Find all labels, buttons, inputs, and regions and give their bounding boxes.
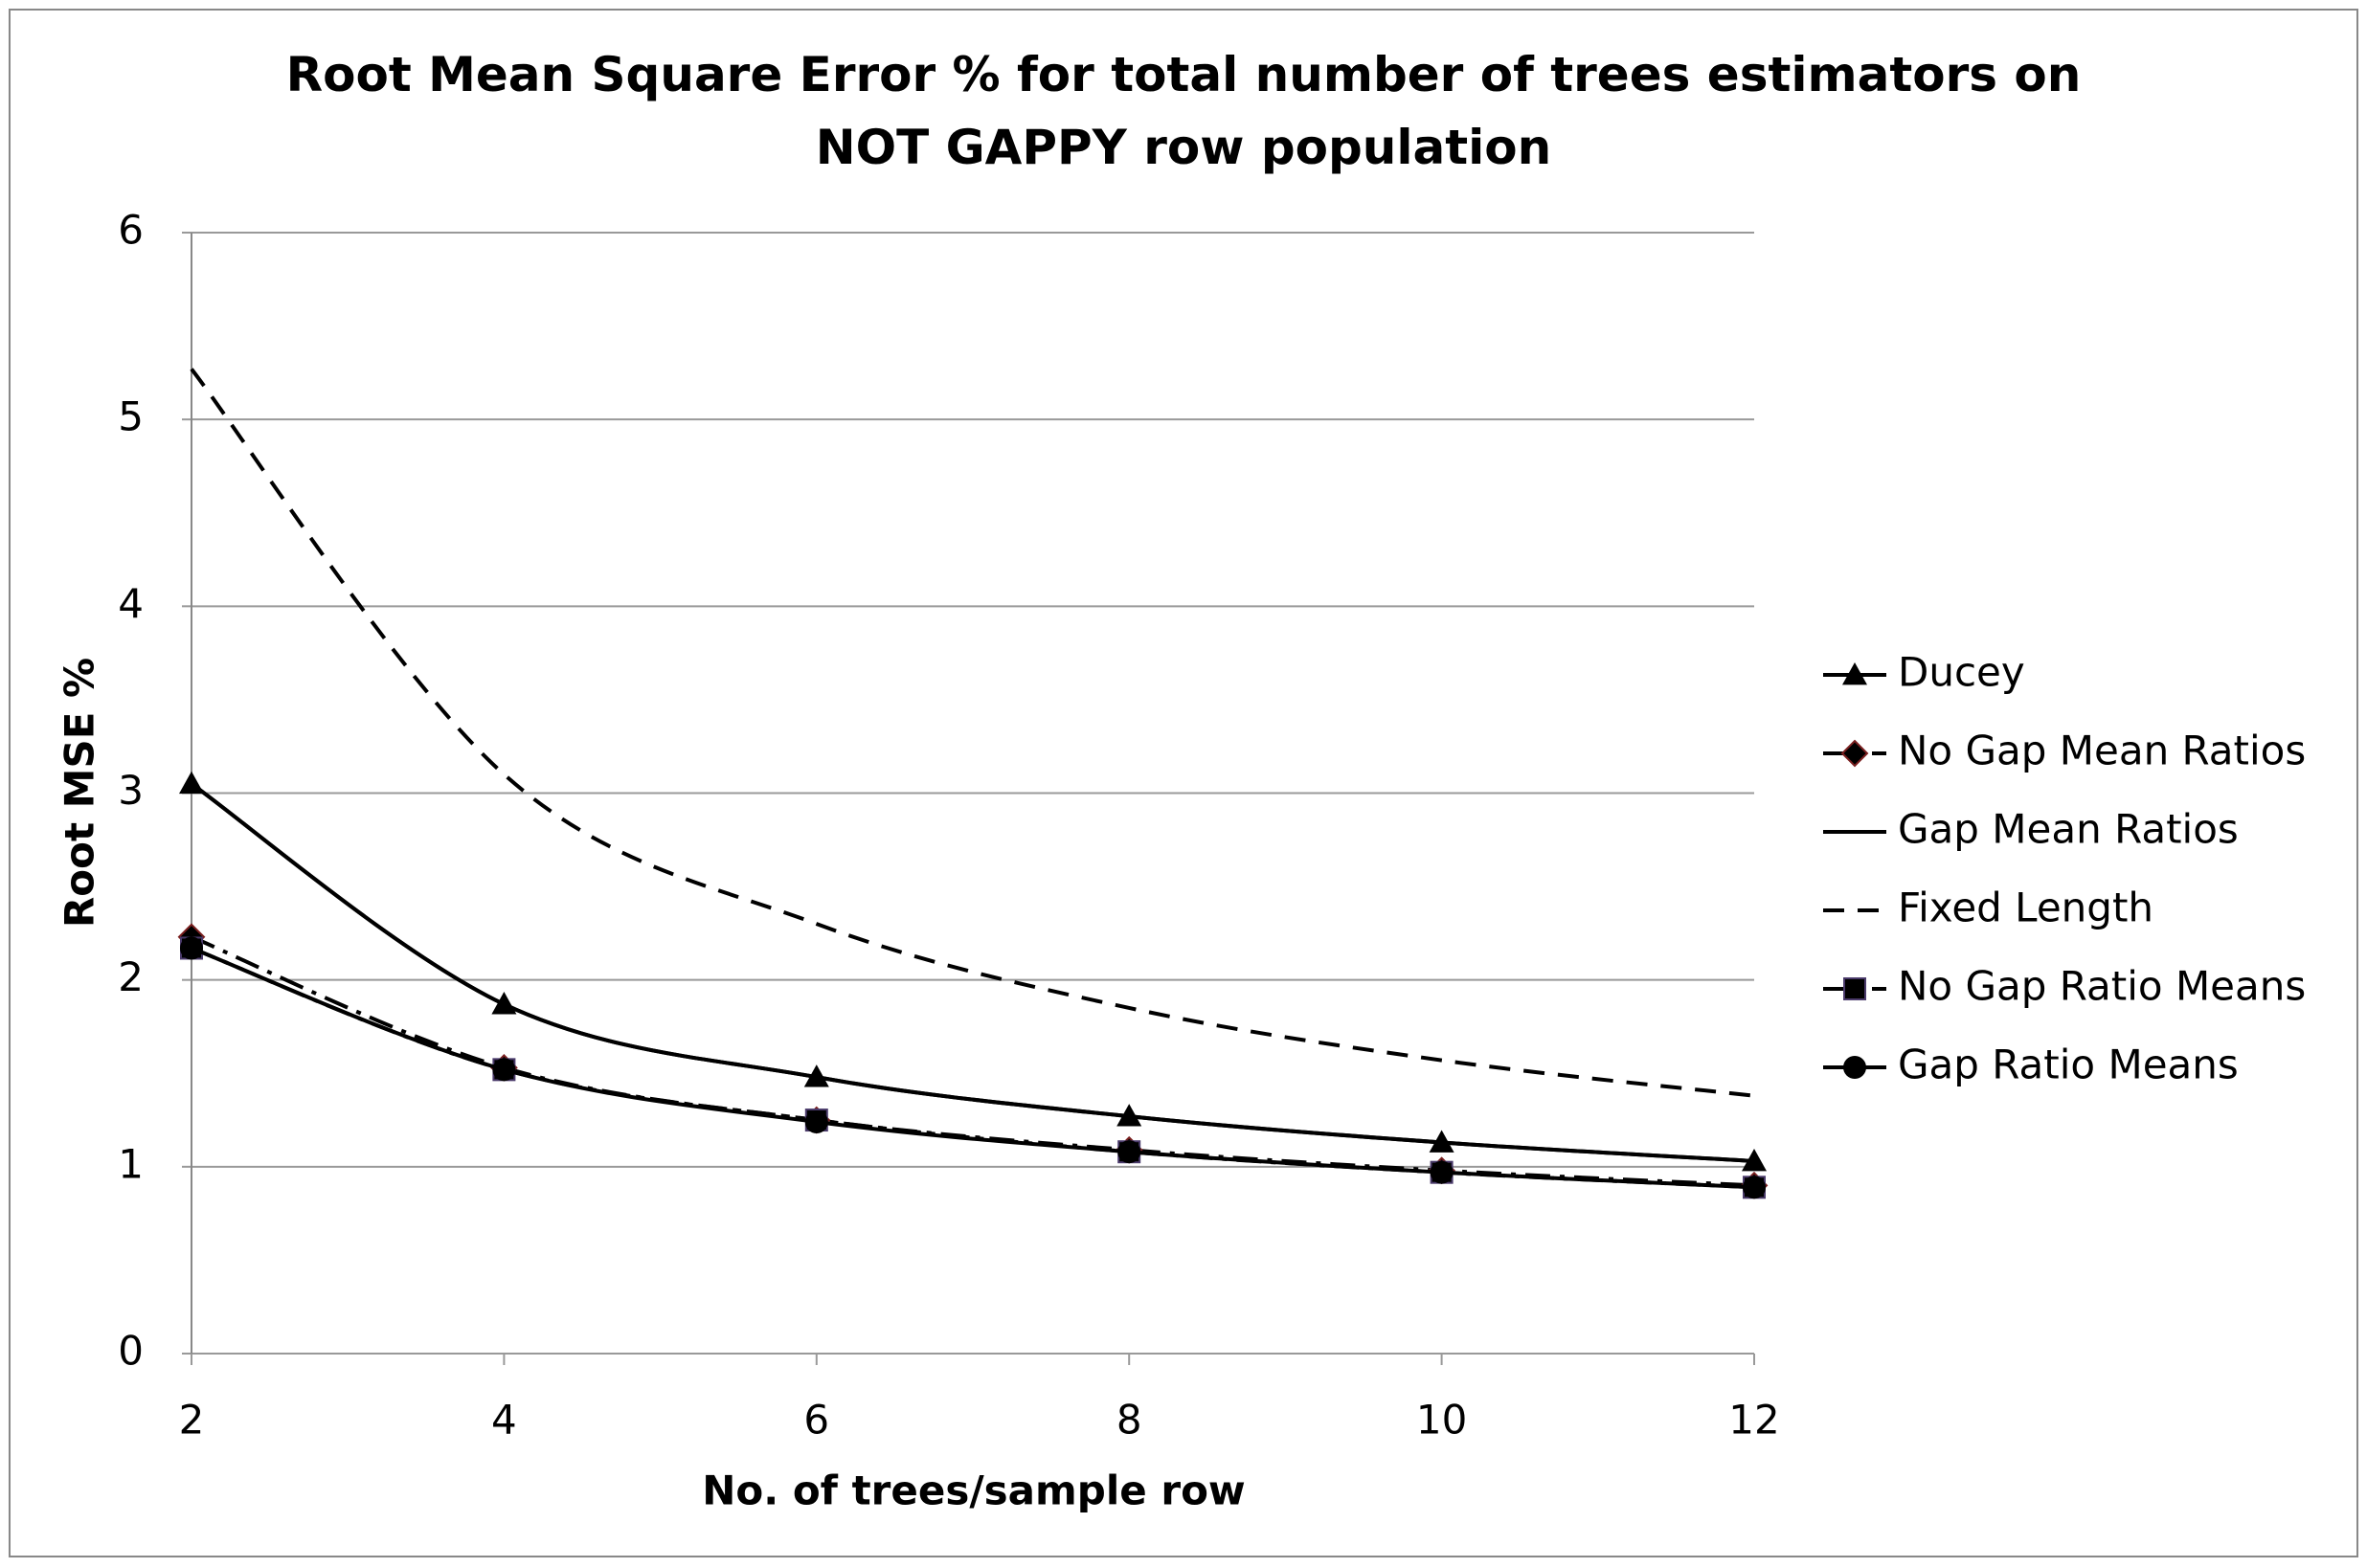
legend-label: No Gap Ratio Means [1898,963,2306,1010]
x-tick-label: 4 [491,1397,517,1444]
series-line [190,782,1755,1163]
data-point [492,1058,516,1082]
y-tick-label: 4 [118,580,144,627]
legend-marker [1843,977,1866,1000]
legend-label: Ducey [1898,649,2025,696]
data-point [804,1109,828,1133]
y-tick-label: 5 [118,393,144,440]
chart-border [9,9,2358,1557]
legend-label: Gap Ratio Means [1898,1042,2239,1088]
legend-label: Gap Mean Ratios [1898,806,2239,853]
y-tick-label: 0 [118,1328,144,1375]
legend-label: No Gap Mean Ratios [1898,728,2306,774]
series-line [191,946,1755,1190]
x-tick-label: 6 [803,1397,829,1444]
data-point [1743,1176,1766,1199]
x-tick-label: 2 [179,1397,205,1444]
y-tick-label: 3 [118,767,144,814]
y-tick-label: 1 [118,1140,144,1187]
legend-marker [1840,739,1869,768]
chart-title: Root Mean Square Error % for total numbe… [285,47,2082,175]
x-tick-label: 8 [1116,1397,1142,1444]
data-point [1117,1140,1141,1164]
series-line [190,368,1755,1098]
series-line [190,782,1755,1163]
x-axis-label: No. of trees/sample row [702,1467,1245,1514]
y-tick-label: 6 [118,207,144,254]
series-line [191,946,1755,1190]
x-tick-label: 12 [1728,1397,1779,1444]
legend-marker [1843,1056,1866,1079]
y-axis-label: Root MSE % [56,658,103,928]
x-tick-label: 10 [1416,1397,1467,1444]
data-point [1430,1160,1454,1184]
data-point [180,936,203,960]
y-tick-label: 2 [118,953,144,1000]
legend-label: Fixed Length [1898,885,2153,931]
legend-marker [1842,662,1867,685]
